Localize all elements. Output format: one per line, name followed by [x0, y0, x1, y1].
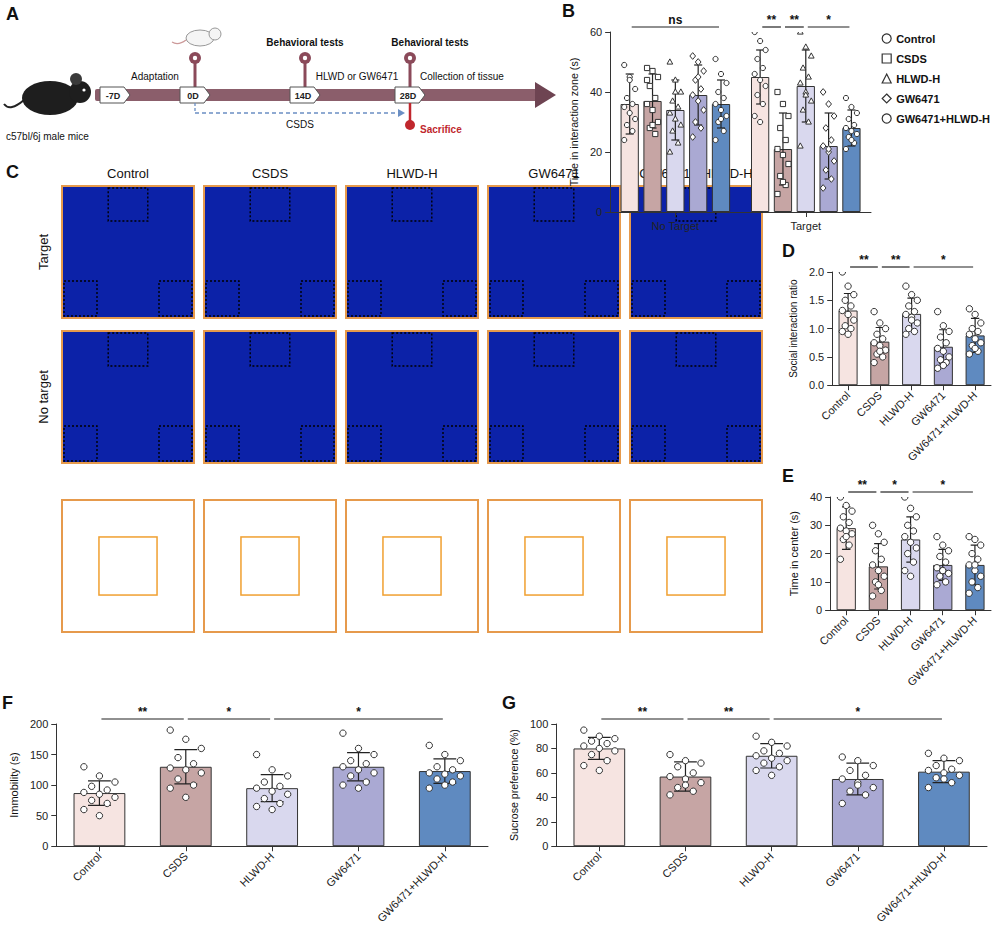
svg-text:*: *: [826, 13, 831, 27]
svg-text:**: **: [138, 705, 148, 719]
svg-text:-7D: -7D: [106, 91, 121, 101]
svg-text:*: *: [356, 705, 361, 719]
svg-text:Target: Target: [36, 234, 51, 271]
svg-text:*: *: [941, 253, 946, 267]
svg-text:Immobility (s): Immobility (s): [8, 752, 20, 817]
svg-text:F: F: [2, 693, 13, 713]
svg-text:40: 40: [536, 791, 548, 803]
svg-text:GW6471: GW6471: [528, 166, 580, 181]
svg-text:**: **: [859, 253, 869, 267]
svg-text:20: 20: [810, 548, 822, 560]
svg-text:D: D: [782, 241, 795, 261]
svg-text:Collection of tissue: Collection of tissue: [420, 71, 504, 82]
svg-text:1.5: 1.5: [809, 294, 824, 306]
svg-text:HLWD-H: HLWD-H: [737, 850, 776, 889]
svg-text:80: 80: [536, 742, 548, 754]
svg-text:CSDS: CSDS: [160, 850, 190, 880]
svg-text:*: *: [227, 705, 232, 719]
svg-text:CSDS: CSDS: [896, 53, 927, 65]
svg-text:2.0: 2.0: [809, 266, 824, 278]
svg-text:100: 100: [30, 779, 48, 791]
svg-text:GW6471+HLWD-H: GW6471+HLWD-H: [905, 614, 979, 688]
svg-text:*: *: [892, 478, 897, 492]
svg-text:c57bl/6j male mice: c57bl/6j male mice: [6, 131, 89, 142]
svg-text:GW6471: GW6471: [324, 850, 363, 889]
svg-text:A: A: [6, 4, 19, 24]
svg-text:Sacrifice: Sacrifice: [420, 124, 462, 135]
svg-text:150: 150: [30, 749, 48, 761]
svg-text:28D: 28D: [400, 91, 417, 101]
svg-text:GW6471+HLWD-H: GW6471+HLWD-H: [896, 113, 990, 125]
svg-text:**: **: [858, 478, 868, 492]
svg-text:Control: Control: [817, 614, 851, 648]
svg-text:**: **: [790, 13, 800, 27]
svg-text:Control: Control: [70, 850, 104, 884]
svg-text:HLWD-H: HLWD-H: [876, 389, 916, 428]
svg-text:0: 0: [596, 206, 602, 218]
svg-text:CSDS: CSDS: [660, 850, 690, 880]
svg-text:**: **: [891, 253, 901, 267]
svg-text:GW6471+HLWD-H: GW6471+HLWD-H: [905, 389, 979, 463]
svg-text:100: 100: [530, 718, 548, 730]
svg-text:30: 30: [810, 519, 822, 531]
svg-text:HLWD-H: HLWD-H: [875, 614, 915, 653]
svg-text:C: C: [6, 162, 19, 182]
svg-text:0D: 0D: [187, 91, 199, 101]
svg-text:0: 0: [816, 604, 822, 616]
svg-text:GW6471: GW6471: [823, 850, 862, 889]
svg-text:40: 40: [590, 86, 602, 98]
svg-text:Control: Control: [896, 33, 935, 45]
svg-text:14D: 14D: [295, 91, 312, 101]
svg-text:**: **: [724, 705, 734, 719]
svg-text:G: G: [502, 693, 516, 713]
svg-text:B: B: [562, 1, 575, 21]
svg-text:Social interaction ratio: Social interaction ratio: [788, 279, 799, 378]
svg-text:20: 20: [536, 816, 548, 828]
svg-text:Target: Target: [790, 220, 821, 232]
svg-text:GW6471: GW6471: [896, 93, 939, 105]
svg-text:No Target: No Target: [652, 220, 700, 232]
svg-text:0.0: 0.0: [809, 379, 824, 391]
svg-text:0: 0: [42, 840, 48, 852]
svg-text:HLWD-H: HLWD-H: [896, 73, 940, 85]
svg-text:GW6471+HLWD-H: GW6471+HLWD-H: [375, 850, 449, 924]
svg-text:Time in interaction zone (s): Time in interaction zone (s): [568, 58, 580, 187]
svg-text:Behavioral tests: Behavioral tests: [391, 37, 469, 48]
svg-text:20: 20: [590, 146, 602, 158]
svg-text:**: **: [638, 705, 648, 719]
svg-text:40: 40: [810, 491, 822, 503]
svg-text:Adaptation: Adaptation: [131, 71, 179, 82]
svg-text:1.0: 1.0: [809, 323, 824, 335]
svg-text:*: *: [940, 478, 945, 492]
svg-text:Control: Control: [819, 389, 853, 423]
svg-text:200: 200: [30, 718, 48, 730]
svg-text:60: 60: [590, 26, 602, 38]
svg-text:Time in center (s): Time in center (s): [788, 511, 800, 596]
svg-text:0: 0: [542, 840, 548, 852]
svg-text:Control: Control: [570, 850, 604, 884]
svg-text:No target: No target: [36, 370, 51, 424]
svg-text:CSDS: CSDS: [286, 119, 314, 130]
svg-text:0.5: 0.5: [809, 351, 824, 363]
svg-text:CSDS: CSDS: [854, 389, 884, 419]
svg-text:ns: ns: [668, 13, 682, 27]
svg-text:60: 60: [536, 767, 548, 779]
svg-text:Behavioral tests: Behavioral tests: [266, 37, 344, 48]
svg-text:Control: Control: [107, 166, 149, 181]
svg-text:CSDS: CSDS: [252, 166, 288, 181]
svg-text:HLWD or GW6471: HLWD or GW6471: [316, 71, 399, 82]
svg-text:10: 10: [810, 576, 822, 588]
svg-text:GW6471+HLWD-H: GW6471+HLWD-H: [874, 850, 948, 924]
svg-text:E: E: [782, 466, 794, 486]
svg-text:HLWD-H: HLWD-H: [386, 166, 437, 181]
svg-text:Sucrose preference (%): Sucrose preference (%): [508, 729, 520, 841]
svg-text:*: *: [855, 705, 860, 719]
svg-text:**: **: [767, 13, 777, 27]
svg-text:50: 50: [36, 810, 48, 822]
svg-text:CSDS: CSDS: [853, 614, 883, 644]
svg-text:HLWD-H: HLWD-H: [237, 850, 276, 889]
